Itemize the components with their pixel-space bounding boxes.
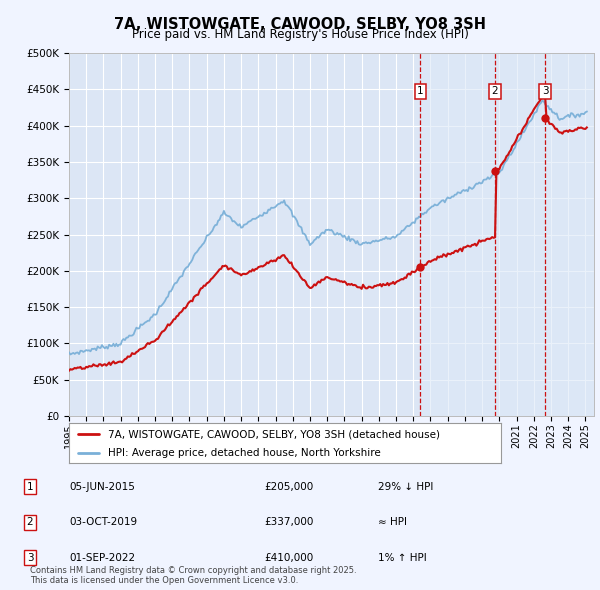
Text: 03-OCT-2019: 03-OCT-2019 bbox=[69, 517, 137, 527]
Text: 1: 1 bbox=[26, 482, 34, 491]
Text: Price paid vs. HM Land Registry's House Price Index (HPI): Price paid vs. HM Land Registry's House … bbox=[131, 28, 469, 41]
Text: ≈ HPI: ≈ HPI bbox=[378, 517, 407, 527]
Text: 3: 3 bbox=[26, 553, 34, 562]
Text: 29% ↓ HPI: 29% ↓ HPI bbox=[378, 482, 433, 491]
Text: 1: 1 bbox=[417, 86, 424, 96]
Text: 1% ↑ HPI: 1% ↑ HPI bbox=[378, 553, 427, 562]
Text: £205,000: £205,000 bbox=[264, 482, 313, 491]
Text: 3: 3 bbox=[542, 86, 548, 96]
Text: £410,000: £410,000 bbox=[264, 553, 313, 562]
Text: Contains HM Land Registry data © Crown copyright and database right 2025.
This d: Contains HM Land Registry data © Crown c… bbox=[30, 566, 356, 585]
Bar bbox=[421, 53, 594, 416]
Text: 01-SEP-2022: 01-SEP-2022 bbox=[69, 553, 135, 562]
Text: £337,000: £337,000 bbox=[264, 517, 313, 527]
Text: 7A, WISTOWGATE, CAWOOD, SELBY, YO8 3SH (detached house): 7A, WISTOWGATE, CAWOOD, SELBY, YO8 3SH (… bbox=[108, 430, 440, 440]
Text: 2: 2 bbox=[492, 86, 499, 96]
Text: HPI: Average price, detached house, North Yorkshire: HPI: Average price, detached house, Nort… bbox=[108, 448, 380, 458]
Text: 7A, WISTOWGATE, CAWOOD, SELBY, YO8 3SH: 7A, WISTOWGATE, CAWOOD, SELBY, YO8 3SH bbox=[114, 17, 486, 31]
Text: 05-JUN-2015: 05-JUN-2015 bbox=[69, 482, 135, 491]
Text: 2: 2 bbox=[26, 517, 34, 527]
